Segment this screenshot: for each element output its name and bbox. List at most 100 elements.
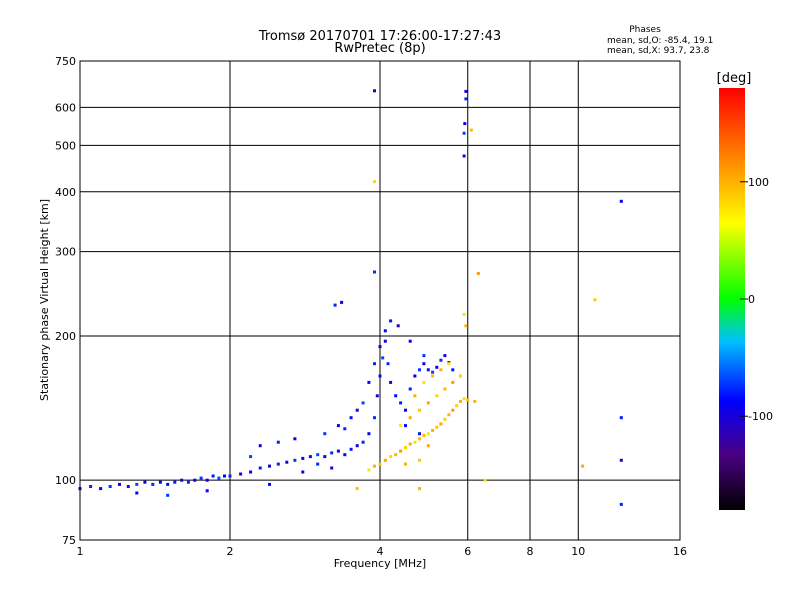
y-tick-label: 300: [55, 246, 76, 259]
colorbar: [deg] 100 0 -100: [717, 71, 773, 510]
data-point: [619, 416, 623, 420]
data-point: [431, 428, 435, 432]
data-point: [316, 462, 320, 466]
data-point: [205, 478, 209, 482]
data-point: [473, 399, 477, 403]
data-point: [389, 455, 393, 459]
data-point: [399, 401, 403, 405]
data-point: [447, 362, 451, 366]
data-point: [404, 462, 407, 466]
data-point: [422, 362, 426, 366]
data-point: [443, 387, 447, 391]
data-point: [373, 416, 376, 420]
data-point: [469, 128, 473, 132]
chart-title: Tromsø 20170701 17:26:00-17:27:43: [258, 29, 501, 44]
data-point: [435, 365, 439, 369]
y-tick-label: 750: [55, 55, 76, 68]
data-point: [413, 394, 417, 398]
data-point: [126, 485, 130, 488]
data-point: [316, 453, 320, 457]
data-point: [135, 482, 139, 486]
data-point: [340, 300, 344, 304]
colorbar-label: [deg]: [717, 71, 752, 86]
x-tick-label: 10: [571, 545, 585, 558]
data-point: [373, 180, 376, 184]
data-point: [217, 476, 221, 480]
data-point: [476, 272, 480, 275]
data-point: [431, 370, 435, 374]
data-point: [308, 455, 312, 459]
data-point: [99, 487, 103, 491]
data-point: [349, 447, 353, 451]
data-point: [205, 489, 209, 493]
data-point: [199, 476, 203, 480]
data-point: [336, 449, 340, 453]
data-point: [462, 154, 466, 158]
data-point: [408, 416, 412, 420]
data-point: [373, 89, 376, 93]
data-point: [343, 427, 347, 431]
data-point: [404, 408, 407, 412]
colorbar-ticks: 100 0 -100: [740, 176, 773, 423]
data-point: [418, 408, 421, 412]
data-point: [373, 464, 376, 468]
data-point: [404, 424, 407, 428]
x-tick-label: 8: [527, 545, 534, 558]
data-point: [619, 502, 623, 506]
y-tick-label: 600: [55, 101, 76, 114]
data-point: [378, 345, 382, 349]
data-point: [349, 416, 353, 420]
y-tick-label: 100: [55, 474, 76, 487]
data-point: [439, 422, 443, 426]
data-point: [396, 324, 400, 328]
data-point: [158, 480, 162, 484]
data-point: [375, 394, 379, 398]
data-point: [458, 399, 462, 403]
data-point: [435, 394, 439, 398]
data-point: [464, 324, 468, 328]
data-point: [413, 440, 417, 444]
data-point: [462, 312, 466, 316]
data-point: [383, 329, 387, 333]
data-point: [422, 354, 426, 358]
data-point: [239, 472, 243, 476]
data-point: [451, 368, 455, 372]
data-point: [367, 468, 371, 472]
data-point: [593, 298, 597, 302]
data-point: [301, 456, 305, 460]
data-point: [466, 398, 470, 402]
data-point: [422, 380, 426, 384]
y-tick-label: 200: [55, 330, 76, 343]
y-tick-label: 400: [55, 186, 76, 199]
data-point: [143, 480, 147, 484]
data-point: [89, 485, 93, 488]
data-point: [268, 464, 271, 468]
data-point: [301, 470, 305, 474]
data-point: [418, 437, 421, 441]
data-point: [451, 380, 455, 384]
data-point: [418, 487, 421, 491]
data-point: [464, 97, 468, 101]
data-point: [383, 339, 387, 343]
y-axis-ticks: 75 100 200 300 400 500 600 750: [55, 55, 76, 547]
data-point: [439, 368, 443, 372]
data-point: [367, 380, 371, 384]
x-tick-label: 4: [377, 545, 384, 558]
data-point: [361, 401, 365, 405]
plot-frame: [79, 60, 681, 541]
data-point: [228, 474, 232, 478]
data-point: [180, 478, 184, 482]
data-point: [443, 354, 447, 358]
data-point: [276, 440, 280, 444]
x-tick-label: 2: [227, 545, 234, 558]
data-point: [323, 432, 327, 436]
data-point: [330, 451, 334, 455]
data-point: [431, 374, 435, 378]
stats-x-line: mean, sd,X: 93.7, 23.8: [607, 46, 710, 56]
data-point: [383, 458, 387, 462]
colorbar-tick-label: 0: [748, 293, 755, 306]
data-point: [394, 453, 398, 457]
data-point: [443, 417, 447, 421]
data-point: [285, 460, 289, 464]
data-point: [581, 464, 585, 468]
